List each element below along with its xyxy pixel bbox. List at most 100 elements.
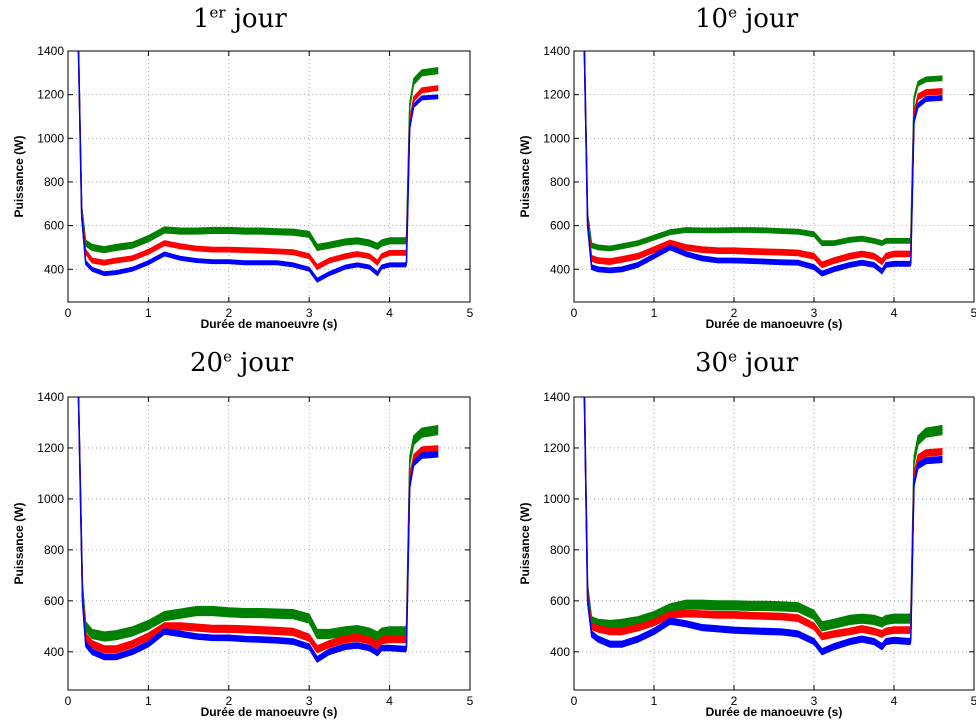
series-line-green [583, 51, 943, 250]
y-tick-label: 1400 [543, 44, 570, 58]
y-tick-label: 1000 [543, 131, 570, 145]
y-tick-label: 1400 [37, 44, 64, 58]
chart-svg: 0 1 2 3 4 5 400 600 800 1000 1200 1400 Durée de mano… [518, 390, 976, 719]
x-tick-label: 0 [571, 694, 578, 708]
series-line-green [77, 51, 438, 251]
chart-title: 30e jour [695, 348, 798, 378]
series-band-green [583, 397, 943, 632]
chart-svg: 0 1 2 3 4 5 400 600 800 1000 1200 1400 Durée de mano… [12, 44, 474, 331]
y-tick-label: 600 [44, 594, 64, 608]
x-tick-label: 1 [145, 694, 152, 708]
series-band-red [583, 397, 943, 641]
chart-panel-day-10: 10e jour 0 1 2 3 4 5 400 600 800 1000 1200 1400 Duré… [488, 0, 976, 363]
y-tick-label: 1000 [37, 131, 64, 145]
title-superscript: e [223, 347, 232, 366]
y-tick-label: 600 [44, 219, 64, 233]
series-band-red [78, 51, 439, 271]
y-tick-label: 1400 [37, 390, 64, 404]
axes-box [573, 50, 975, 303]
plot-area [68, 51, 470, 302]
y-tick-label: 1200 [37, 88, 64, 102]
y-tick-label: 400 [550, 262, 570, 276]
chart-panel-day-20: 20e jour 0 1 2 3 4 5 400 600 800 1000 1200 1400 Duré… [0, 348, 488, 726]
series-band-green [78, 397, 439, 642]
chart-panel-day-30: 30e jour 0 1 2 3 4 5 400 600 800 1000 1200 1400 Duré… [488, 348, 976, 726]
x-tick-label: 5 [971, 694, 976, 708]
x-tick-label: 5 [467, 306, 474, 320]
series-group [77, 51, 439, 283]
series-line-blue [583, 397, 943, 653]
x-tick-label: 4 [386, 306, 393, 320]
axes-box [573, 396, 975, 691]
x-tick-label: 3 [306, 306, 313, 320]
x-tick-label: 3 [811, 306, 818, 320]
series-line-green [583, 397, 943, 628]
x-tick-label: 0 [65, 694, 72, 708]
y-tick-label: 400 [44, 645, 64, 659]
y-tick-label: 1000 [543, 492, 570, 506]
x-tick-label: 2 [731, 694, 738, 708]
y-tick-label: 800 [550, 543, 570, 557]
x-tick-label: 4 [891, 306, 898, 320]
series-line-blue [77, 51, 438, 282]
y-tick-label: 800 [550, 175, 570, 189]
x-axis-label: Durée de manoeuvre (s) [201, 705, 338, 719]
y-tick-label: 1400 [543, 390, 570, 404]
x-tick-label: 4 [891, 694, 898, 708]
title-main: 20 [190, 348, 224, 378]
y-tick-label: 600 [550, 219, 570, 233]
x-tick-label: 5 [467, 694, 474, 708]
x-tick-label: 0 [65, 306, 72, 320]
y-tick-label: 800 [44, 175, 64, 189]
series-line-blue [583, 51, 943, 275]
x-axis-label: Durée de manoeuvre (s) [706, 705, 843, 719]
title-superscript: er [209, 3, 226, 22]
y-axis-label: Puissance (W) [518, 135, 532, 217]
chart-title: 10e jour [695, 4, 798, 34]
title-main: 10 [695, 4, 729, 34]
title-main: 30 [695, 348, 729, 378]
y-axis-label: Puissance (W) [12, 135, 26, 217]
series-band-blue [583, 51, 943, 277]
y-tick-label: 800 [44, 543, 64, 557]
series-line-green [77, 397, 438, 638]
x-tick-label: 1 [651, 694, 658, 708]
x-tick-label: 2 [731, 306, 738, 320]
x-tick-label: 0 [571, 306, 578, 320]
chart-title: 1er jour [193, 4, 287, 34]
title-rest: jour [231, 348, 294, 378]
y-tick-label: 1000 [37, 492, 64, 506]
x-tick-label: 4 [386, 694, 393, 708]
x-axis-label: Durée de manoeuvre (s) [201, 317, 338, 331]
series-line-blue [77, 397, 438, 661]
y-tick-label: 400 [550, 645, 570, 659]
x-tick-label: 2 [225, 694, 232, 708]
series-group [77, 397, 439, 663]
y-tick-label: 400 [44, 262, 64, 276]
series-group [583, 51, 943, 277]
series-band-green [78, 51, 439, 254]
y-tick-label: 1200 [543, 88, 570, 102]
title-main: 1 [193, 4, 210, 34]
title-superscript: e [728, 3, 737, 22]
x-tick-label: 1 [145, 306, 152, 320]
series-band-red [583, 51, 943, 269]
series-line-red [77, 397, 438, 651]
title-superscript: e [728, 347, 737, 366]
series-line-red [583, 51, 943, 266]
chart-title: 20e jour [190, 348, 293, 378]
series-band-blue [583, 397, 943, 656]
y-axis-label: Puissance (W) [12, 502, 26, 584]
plot-area [574, 397, 974, 690]
y-tick-label: 1200 [543, 441, 570, 455]
y-tick-label: 1200 [37, 441, 64, 455]
axes-box [67, 50, 471, 303]
series-band-green [583, 51, 943, 252]
series-band-blue [78, 51, 439, 283]
title-rest: jour [736, 4, 799, 34]
x-tick-label: 1 [651, 306, 658, 320]
series-group [583, 397, 943, 656]
series-line-red [77, 51, 438, 269]
x-axis-label: Durée de manoeuvre (s) [706, 317, 843, 331]
x-tick-label: 3 [811, 694, 818, 708]
